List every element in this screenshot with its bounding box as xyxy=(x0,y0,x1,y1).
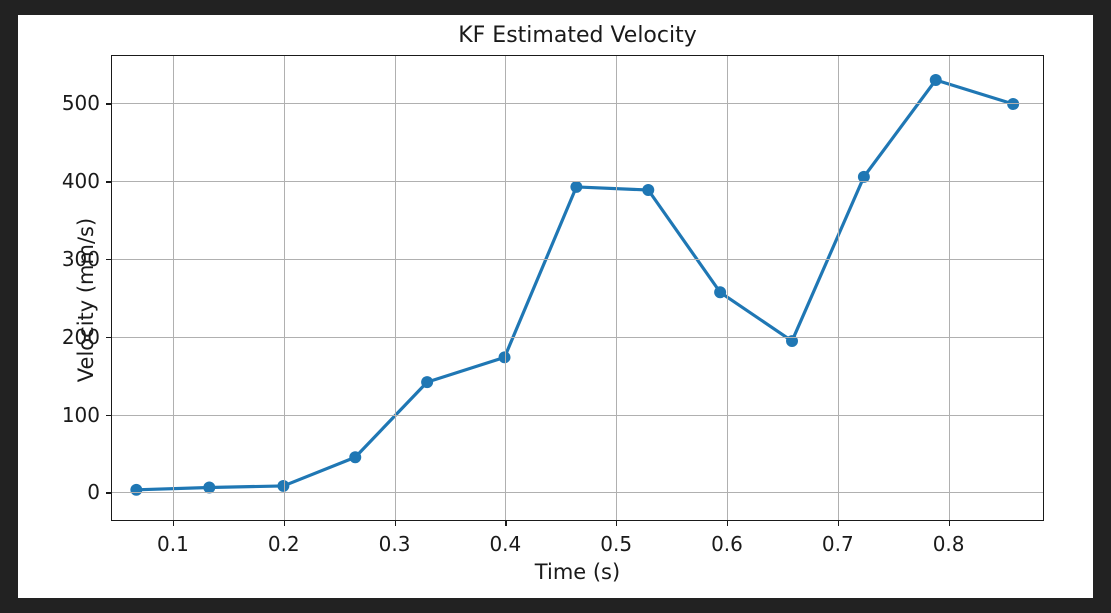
data-point xyxy=(498,351,511,364)
data-point xyxy=(929,74,942,86)
y-tick-mark xyxy=(106,259,112,261)
data-point xyxy=(714,286,727,299)
gridline-horizontal xyxy=(112,414,1043,416)
x-tick-label: 0.3 xyxy=(378,532,411,556)
y-tick-mark xyxy=(106,103,112,105)
series-line-kf-estimated-velocity xyxy=(130,74,1020,496)
x-tick-label: 0.8 xyxy=(932,532,965,556)
x-tick-mark xyxy=(726,520,729,526)
figure-canvas: KF Estimated Velocity Velocity (mm/s) 0 1… xyxy=(18,15,1093,598)
data-point xyxy=(786,335,798,348)
gridline-vertical xyxy=(394,56,396,520)
x-tick-label: 0.7 xyxy=(821,532,854,556)
data-point xyxy=(642,184,655,196)
x-tick-mark xyxy=(172,520,175,526)
x-tick-mark xyxy=(394,520,396,526)
series-polyline xyxy=(134,78,1015,492)
gridline-horizontal xyxy=(112,492,1043,494)
x-tick-label: 0.4 xyxy=(489,532,522,556)
gridline-vertical xyxy=(837,56,839,520)
series-markers xyxy=(130,74,1020,496)
y-tick-label: 100 xyxy=(61,402,100,427)
y-tick-label: 400 xyxy=(61,169,100,194)
data-point xyxy=(130,483,143,496)
data-point xyxy=(421,376,434,389)
chart-title: KF Estimated Velocity xyxy=(458,23,697,48)
x-tick-mark xyxy=(505,520,507,526)
y-axis-label-container: Velocity (mm/s) xyxy=(48,55,98,521)
x-tick-label: 0.5 xyxy=(600,532,633,556)
data-point xyxy=(570,180,583,193)
y-tick-mark xyxy=(106,181,112,183)
gridline-vertical xyxy=(616,56,618,520)
data-point xyxy=(277,479,290,492)
data-point xyxy=(857,170,870,183)
x-tick-mark xyxy=(837,520,840,526)
y-tick-label: 300 xyxy=(61,247,100,272)
x-tick-mark xyxy=(948,520,950,526)
gridline-vertical xyxy=(172,56,174,520)
x-tick-label: 0.6 xyxy=(711,532,743,556)
y-tick-label: 0 xyxy=(87,480,100,505)
gridline-vertical xyxy=(283,56,285,520)
gridline-vertical xyxy=(505,56,507,520)
y-tick-mark xyxy=(106,414,112,416)
x-axis-label: Time (s) xyxy=(534,560,621,584)
data-point xyxy=(349,451,362,464)
y-tick-mark xyxy=(106,492,112,494)
x-tick-mark xyxy=(616,520,618,526)
gridline-horizontal xyxy=(112,103,1043,105)
gridline-vertical xyxy=(948,56,950,520)
y-axis-label: Velocity (mm/s) xyxy=(74,217,98,383)
gridline-horizontal xyxy=(112,181,1043,183)
y-tick-mark xyxy=(106,336,112,339)
gridline-vertical xyxy=(726,56,728,520)
x-tick-label: 0.2 xyxy=(267,532,300,556)
y-tick-label: 200 xyxy=(61,324,100,349)
x-tick-label: 0.1 xyxy=(157,532,189,556)
gridline-horizontal xyxy=(112,259,1043,261)
x-tick-mark xyxy=(283,520,286,526)
gridline-horizontal xyxy=(112,336,1043,338)
data-point xyxy=(203,481,216,494)
plot-area: 0 100 200 300 400 500 0.1 0.2 0.3 0.4 0.5 0.6 0.7 0.8 xyxy=(62,55,1044,556)
y-tick-label: 500 xyxy=(61,91,100,116)
